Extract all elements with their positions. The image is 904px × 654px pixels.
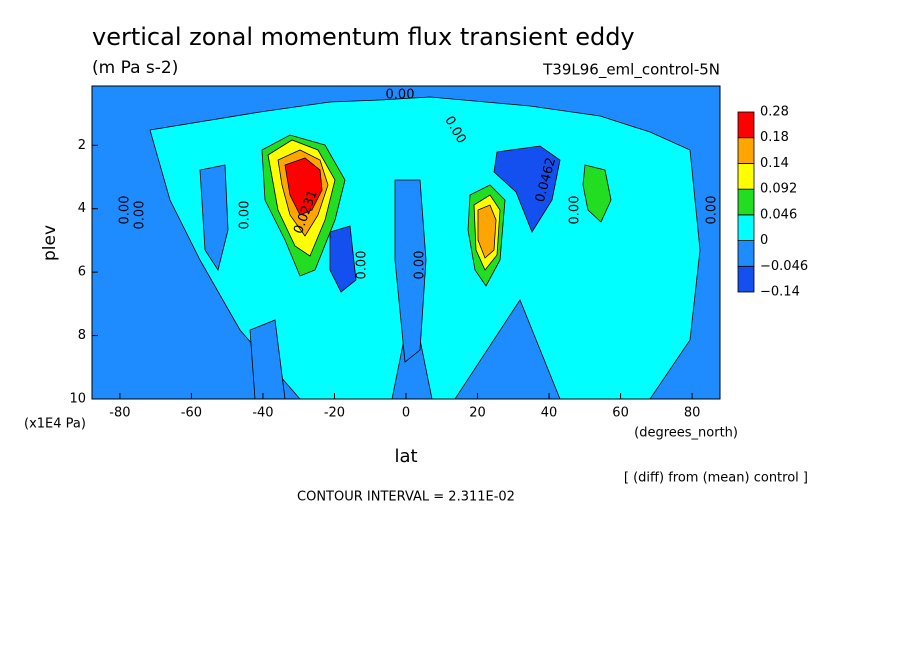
colorbar-label: −0.14 [760,285,800,300]
colorbar-box [737,111,755,139]
x-axis-units: (degrees_north) [634,426,738,441]
x-tick-label: -40 [252,406,273,421]
y-axis-units: (x1E4 Pa) [24,417,86,432]
dataset: T39L96_eml_control-5N [542,61,720,80]
y-tick-label: 6 [78,265,86,280]
contour-fill [477,204,497,259]
y-tick-label: 10 [69,392,86,407]
colorbar-box [737,188,755,216]
colorbar-box [737,137,755,164]
contour-label: 0.00 [568,196,583,225]
contour-interval: CONTOUR INTERVAL = 2.311E-02 [297,490,515,505]
colorbar-box [737,214,755,241]
contour-fill [284,157,323,216]
contour-label: 0.00 [118,196,133,225]
contour-fill [329,225,357,293]
colorbar-label: 0 [760,233,768,248]
y-tick-label: 4 [78,201,86,216]
x-tick-label: -20 [324,406,345,421]
x-tick-label: 40 [541,406,558,421]
contour-label: 0.00 [386,88,415,103]
contour-fill [199,164,229,271]
colorbar-box [737,265,755,293]
chart-title: vertical zonal momentum flux transient e… [92,23,635,51]
x-tick-label: 0 [402,406,410,421]
contour-label: 0.00 [413,251,428,280]
contour-label: 0.00 [355,251,370,280]
x-tick-label: -80 [109,406,130,421]
x-tick-label: 60 [612,406,629,421]
contour-fill [394,179,427,363]
colorbar-label: 0.18 [760,130,789,145]
colorbar-box [737,240,755,267]
y-axis-label: plev [40,225,60,261]
contour-fill [582,164,612,223]
note: [ (diff) from (mean) control ] [624,471,808,486]
units: (m Pa s-2) [92,58,178,78]
colorbar-label: 0.14 [760,156,789,171]
y-tick-label: 2 [78,138,86,153]
x-axis-label: lat [394,446,417,467]
contour-fill [493,145,561,233]
x-tick-label: 80 [684,406,701,421]
colorbar-box [737,163,755,190]
y-tick-label: 8 [78,328,86,343]
colorbar-label: −0.046 [760,259,808,274]
contour-label: 0.00 [133,201,148,230]
colorbar-label: 0.092 [760,182,797,197]
contour-label: 0.00 [705,196,720,225]
x-tick-label: 20 [469,406,486,421]
x-tick-label: -60 [181,406,202,421]
plot-area: 0.000.000.00 0.00 0.000.00 0.000.00 0.000.04… [91,85,721,400]
colorbar-label: 0.28 [760,105,789,120]
colorbar-label: 0.046 [760,207,797,222]
contour-label: 0.00 [238,201,253,230]
